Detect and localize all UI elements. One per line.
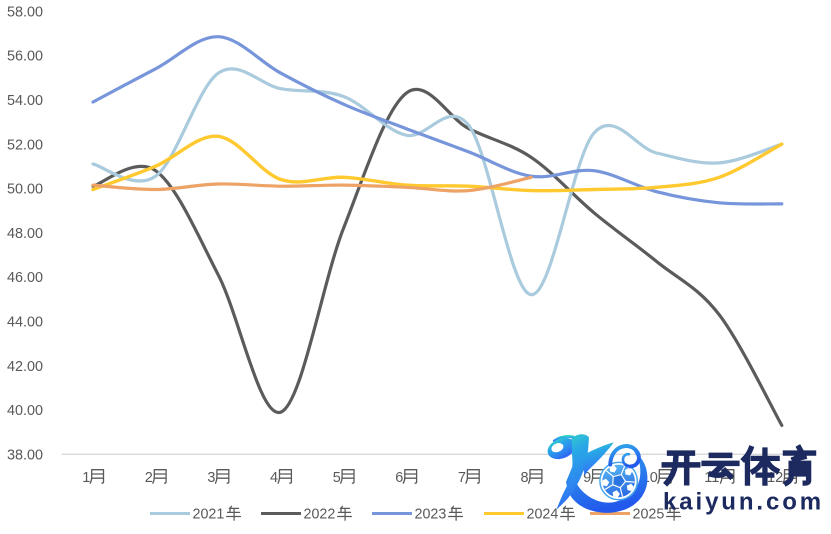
svg-text:38.00: 38.00: [7, 447, 43, 463]
svg-text:7: 7: [458, 470, 466, 486]
svg-text:52.00: 52.00: [7, 137, 43, 153]
svg-text:2: 2: [145, 470, 153, 486]
svg-text:2021: 2021: [193, 507, 225, 523]
svg-text:3: 3: [207, 470, 215, 486]
svg-text:9: 9: [583, 470, 591, 486]
svg-text:8: 8: [521, 470, 529, 486]
svg-text:50.00: 50.00: [7, 182, 43, 198]
svg-text:46.00: 46.00: [7, 270, 43, 286]
svg-text:2022: 2022: [304, 507, 336, 523]
svg-text:56.00: 56.00: [7, 49, 43, 65]
svg-text:58.00: 58.00: [7, 4, 43, 20]
svg-text:1: 1: [82, 470, 90, 486]
svg-text:2025: 2025: [633, 507, 665, 523]
svg-text:54.00: 54.00: [7, 93, 43, 109]
svg-text:kaiyun.com: kaiyun.com: [663, 489, 824, 516]
svg-text:5: 5: [333, 470, 341, 486]
svg-text:40.00: 40.00: [7, 403, 43, 419]
svg-text:48.00: 48.00: [7, 226, 43, 242]
svg-text:2023: 2023: [415, 507, 447, 523]
svg-text:42.00: 42.00: [7, 359, 43, 375]
svg-text:2024: 2024: [527, 507, 559, 523]
svg-text:6: 6: [395, 470, 403, 486]
svg-text:44.00: 44.00: [7, 315, 43, 331]
svg-text:4: 4: [270, 470, 278, 486]
